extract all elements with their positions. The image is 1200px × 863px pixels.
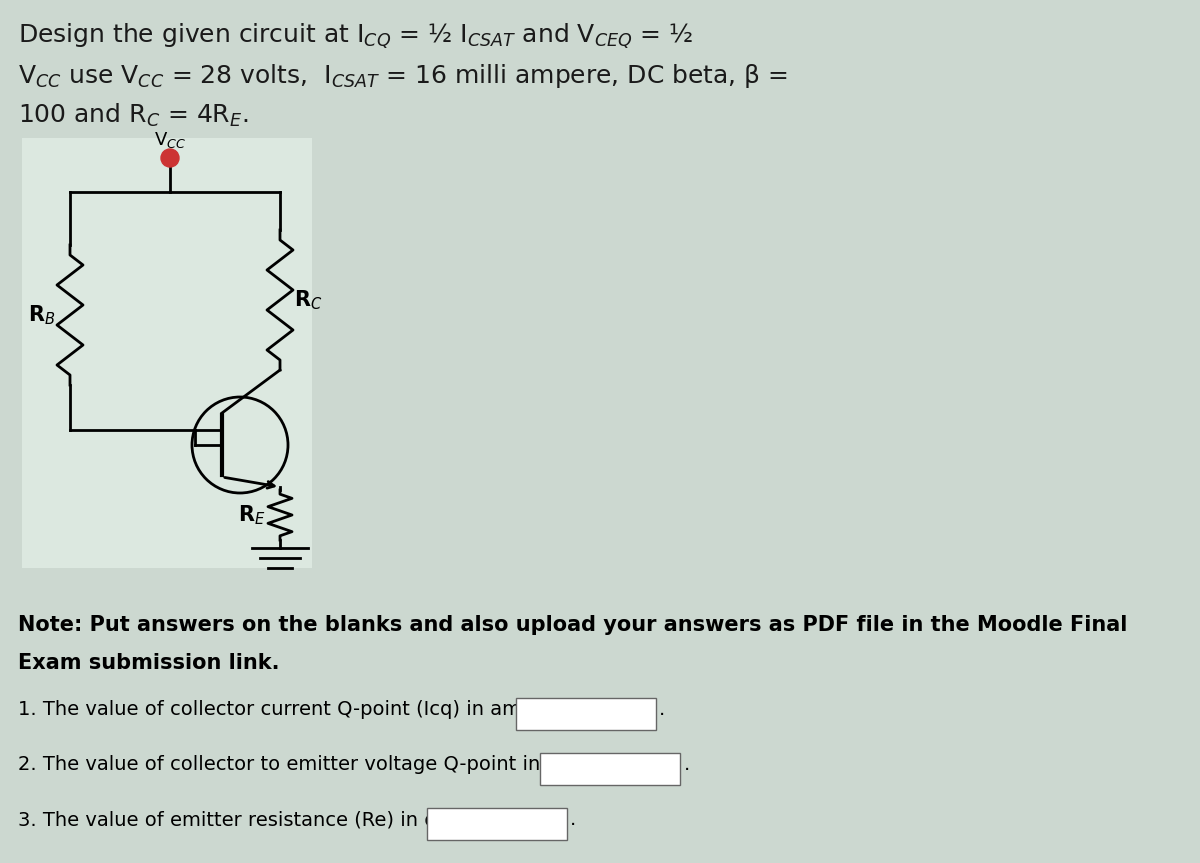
Bar — [427, 808, 568, 840]
Text: R$_B$: R$_B$ — [29, 303, 55, 327]
Bar — [22, 138, 312, 568]
Text: R$_C$: R$_C$ — [294, 288, 323, 312]
Text: Design the given circuit at I$_{CQ}$ = ½ I$_{CSAT}$ and V$_{CEQ}$ = ½: Design the given circuit at I$_{CQ}$ = ½… — [18, 22, 694, 51]
Text: .: . — [659, 700, 665, 719]
Text: V$_{CC}$ use V$_{CC}$ = 28 volts,  I$_{CSAT}$ = 16 milli ampere, DC beta, β =: V$_{CC}$ use V$_{CC}$ = 28 volts, I$_{CS… — [18, 62, 788, 90]
Text: R$_E$: R$_E$ — [239, 503, 265, 526]
Text: .: . — [570, 810, 576, 829]
Circle shape — [161, 149, 179, 167]
Text: 2. The value of collector to emitter voltage Q-point in volts is: 2. The value of collector to emitter vol… — [18, 755, 616, 774]
Text: 1. The value of collector current Q-point (Icq) in amperes is: 1. The value of collector current Q-poin… — [18, 700, 598, 719]
Text: V$_{CC}$: V$_{CC}$ — [154, 130, 186, 150]
Bar — [516, 698, 656, 730]
Text: Note: Put answers on the blanks and also upload your answers as PDF file in the : Note: Put answers on the blanks and also… — [18, 615, 1127, 635]
Text: 3. The value of emitter resistance (Re) in ohms is: 3. The value of emitter resistance (Re) … — [18, 810, 499, 829]
Bar — [540, 753, 680, 785]
Text: .: . — [684, 755, 690, 774]
Text: 100 and R$_C$ = 4R$_E$.: 100 and R$_C$ = 4R$_E$. — [18, 102, 248, 129]
Text: Exam submission link.: Exam submission link. — [18, 653, 280, 673]
